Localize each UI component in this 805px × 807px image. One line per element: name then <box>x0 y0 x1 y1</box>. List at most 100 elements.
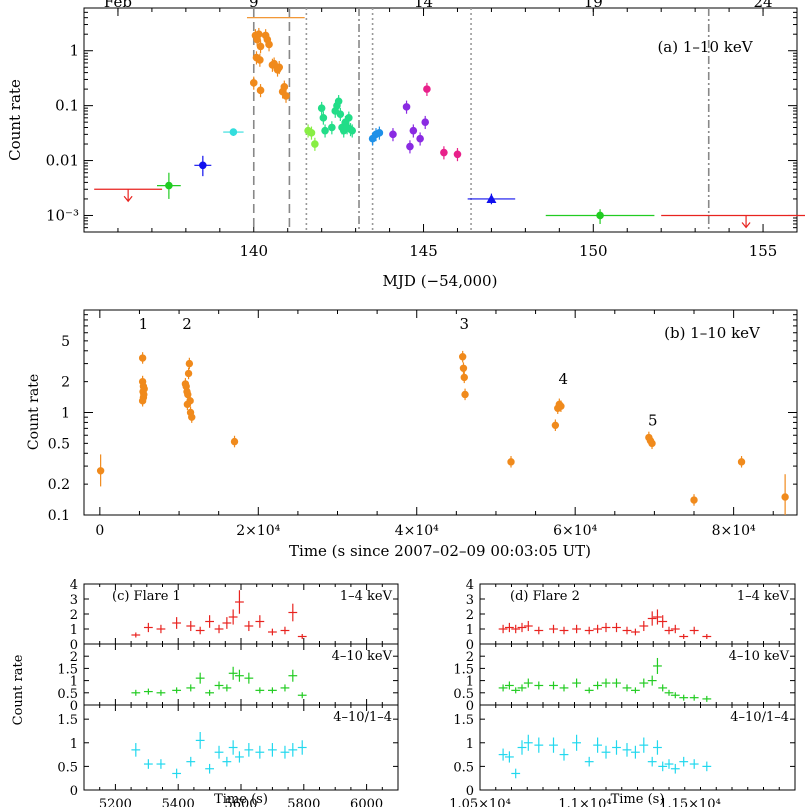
y-tick-label: 0.1 <box>55 97 79 115</box>
data-point <box>461 390 469 399</box>
y-tick-label: 0.01 <box>46 152 79 170</box>
data-point <box>307 129 316 137</box>
y-tick-label: 1 <box>466 675 474 690</box>
data-point <box>282 92 290 100</box>
y-tick-label: 1.5 <box>57 662 78 677</box>
y-tick-label: 1.5 <box>453 713 474 728</box>
band-label: 1–4 keV <box>737 589 790 604</box>
data-point <box>319 114 328 122</box>
y-tick-label: 4 <box>70 578 78 593</box>
data-point <box>230 437 239 446</box>
data-point <box>402 103 411 111</box>
band-label: 4–10/1–4 <box>730 710 789 725</box>
data-point <box>406 142 414 151</box>
data-point <box>96 467 105 475</box>
y-tick-label: 3 <box>70 593 78 608</box>
y-tick-label: 2 <box>466 650 474 665</box>
top-axis-label: 14 <box>414 0 433 11</box>
band-label: 4–10 keV <box>332 649 393 664</box>
data-point <box>249 79 258 87</box>
top-axis-label: 24 <box>754 0 773 11</box>
y-tick-label: 5 <box>61 334 70 350</box>
y-axis-label: Count rate <box>11 654 26 725</box>
data-point <box>188 413 196 421</box>
y-tick-label: 3 <box>466 593 474 608</box>
panel-a-frame <box>83 7 798 233</box>
data-point <box>280 83 289 91</box>
data-point <box>255 30 263 39</box>
data-point <box>458 353 467 361</box>
panel-title: (d) Flare 2 <box>510 589 580 604</box>
x-tick-label: 150 <box>579 242 608 260</box>
y-tick-label: 1 <box>70 675 78 690</box>
x-tick-label: 140 <box>239 242 268 260</box>
y-axis-label: Count rate <box>26 374 42 450</box>
x-tick-label: 6×10⁴ <box>553 523 597 539</box>
data-point <box>138 397 147 405</box>
data-point <box>311 140 319 148</box>
data-point <box>229 128 238 136</box>
data-point <box>459 364 468 372</box>
y-tick-label: 4 <box>466 578 474 593</box>
y-tick-label: 0.5 <box>453 760 474 775</box>
y-tick-label: 0 <box>70 699 78 714</box>
data-point <box>138 354 147 362</box>
data-point <box>184 390 192 399</box>
band-label: 1–4 keV <box>340 589 393 604</box>
y-tick-label: 1.5 <box>453 662 474 677</box>
data-point <box>389 130 397 139</box>
x-tick-label: 2×10⁴ <box>236 523 280 539</box>
x-tick-label: 0 <box>95 523 104 539</box>
data-point <box>460 373 468 382</box>
x-tick-label: 5800 <box>287 797 320 807</box>
y-tick-label: 2 <box>70 608 78 623</box>
x-tick-label: 5400 <box>162 797 195 807</box>
data-point <box>440 148 448 157</box>
data-point <box>184 369 193 378</box>
data-point <box>551 421 560 430</box>
y-tick-label: 2 <box>61 375 70 391</box>
data-point <box>348 126 357 135</box>
data-point <box>328 123 336 132</box>
data-point <box>185 359 194 368</box>
data-point <box>423 85 431 93</box>
data-point <box>453 150 462 159</box>
data-point <box>781 493 789 501</box>
y-tick-label: 2 <box>466 608 474 623</box>
y-axis-label: Count rate <box>6 79 24 161</box>
flare-number-label: 4 <box>559 370 569 388</box>
data-point <box>199 161 207 170</box>
y-tick-label: 0.2 <box>48 477 70 493</box>
y-tick-label: 0.1 <box>48 508 70 524</box>
y-tick-label: 0 <box>466 699 474 714</box>
x-tick-label: 1.05×10⁴ <box>449 797 511 807</box>
data-point <box>265 40 273 49</box>
x-tick-label: 155 <box>749 242 778 260</box>
x-tick-label: 6000 <box>350 797 383 807</box>
band-label: 4–10/1–4 <box>333 710 392 725</box>
flare-number-label: 1 <box>139 315 149 333</box>
x-axis-label: MJD (−54,000) <box>383 272 498 290</box>
x-axis-label: Time (s) <box>611 792 665 807</box>
data-point <box>375 129 384 137</box>
top-axis-label: 19 <box>584 0 603 11</box>
x-tick-label: 1.1×10⁴ <box>558 797 611 807</box>
x-axis-label: Time (s) <box>214 792 268 807</box>
data-point <box>557 402 565 410</box>
data-point <box>183 400 192 409</box>
x-tick-label: 5600 <box>224 797 257 807</box>
data-point <box>275 63 284 72</box>
y-tick-label: 0.5 <box>453 687 474 702</box>
data-point <box>486 193 497 203</box>
y-tick-label: 2 <box>70 650 78 665</box>
data-point <box>345 114 353 122</box>
y-tick-label: 1.5 <box>57 713 78 728</box>
data-point <box>256 56 264 64</box>
x-tick-label: 145 <box>409 242 438 260</box>
flare-number-label: 2 <box>182 315 192 333</box>
data-point <box>321 126 329 135</box>
y-tick-label: 1 <box>69 42 79 60</box>
y-tick-label: 0.5 <box>57 687 78 702</box>
band-label: 4–10 keV <box>729 649 790 664</box>
